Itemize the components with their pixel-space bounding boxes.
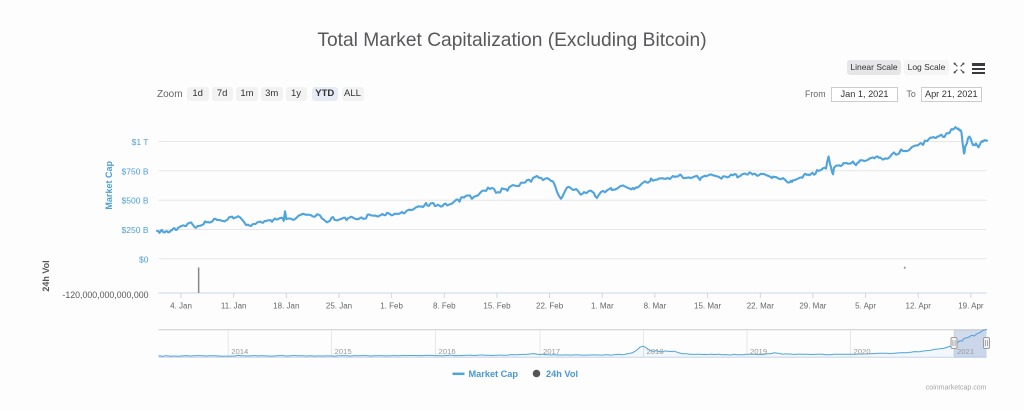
svg-text:2020: 2020 xyxy=(854,347,871,356)
svg-text:22. Mar: 22. Mar xyxy=(747,302,774,311)
svg-text:$1 T: $1 T xyxy=(132,137,149,147)
svg-text:2019: 2019 xyxy=(750,347,767,356)
svg-text:15. Mar: 15. Mar xyxy=(694,302,721,311)
svg-text:2016: 2016 xyxy=(439,347,456,356)
svg-text:8. Feb: 8. Feb xyxy=(433,302,456,311)
svg-text:$250 B: $250 B xyxy=(122,225,149,235)
svg-text:5. Apr: 5. Apr xyxy=(855,302,876,311)
svg-text:Market Cap: Market Cap xyxy=(104,161,114,210)
svg-text:1. Feb: 1. Feb xyxy=(380,302,403,311)
svg-text:-120,000,000,000,000: -120,000,000,000,000 xyxy=(62,290,148,300)
svg-text:2018: 2018 xyxy=(647,347,664,356)
svg-text:coinmarketcap.com: coinmarketcap.com xyxy=(926,385,987,392)
svg-text:24h Vol: 24h Vol xyxy=(546,369,578,379)
svg-text:18. Jan: 18. Jan xyxy=(273,302,299,311)
svg-text:Market Cap: Market Cap xyxy=(469,369,519,379)
svg-text:2021: 2021 xyxy=(957,347,974,356)
svg-text:19. Apr: 19. Apr xyxy=(958,302,984,311)
svg-text:1. Mar: 1. Mar xyxy=(591,302,614,311)
svg-text:15. Feb: 15. Feb xyxy=(483,302,511,311)
svg-text:$750 B: $750 B xyxy=(122,166,149,176)
svg-text:22. Feb: 22. Feb xyxy=(536,302,564,311)
svg-text:4. Jan: 4. Jan xyxy=(170,302,192,311)
svg-text:11. Jan: 11. Jan xyxy=(221,302,247,311)
svg-text:12. Apr: 12. Apr xyxy=(906,302,932,311)
svg-text:29. Mar: 29. Mar xyxy=(799,302,826,311)
svg-text:8. Mar: 8. Mar xyxy=(644,302,667,311)
svg-text:24h Vol: 24h Vol xyxy=(41,260,51,291)
svg-text:2017: 2017 xyxy=(543,347,560,356)
svg-text:$500 B: $500 B xyxy=(122,196,149,206)
svg-text:$0: $0 xyxy=(139,254,149,264)
svg-text:2015: 2015 xyxy=(335,347,352,356)
svg-text:25. Jan: 25. Jan xyxy=(326,302,352,311)
svg-text:2014: 2014 xyxy=(231,347,249,356)
